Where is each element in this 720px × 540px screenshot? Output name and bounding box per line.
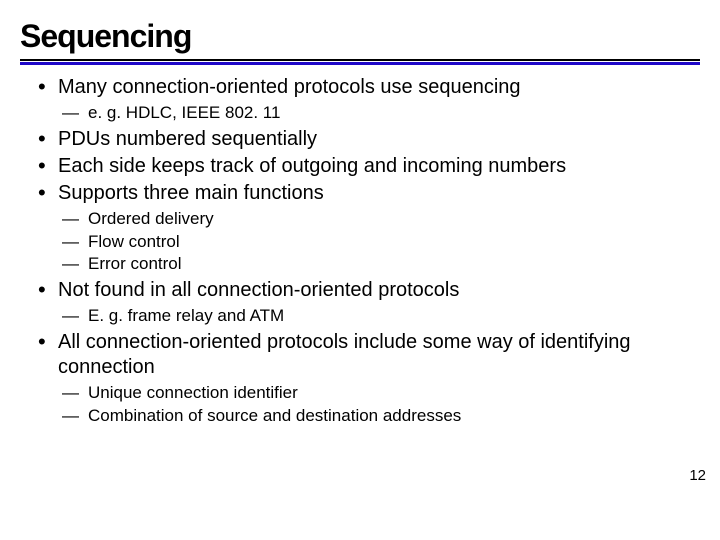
bullet-text: Each side keeps track of outgoing and in… [58, 155, 566, 177]
page-number: 12 [689, 467, 706, 484]
bullet-text: PDUs numbered sequentially [58, 128, 317, 150]
sub-item: Combination of source and destination ad… [88, 405, 700, 426]
list-item: Not found in all connection-oriented pro… [58, 278, 700, 326]
sub-item: Flow control [88, 231, 700, 252]
sub-item: e. g. HDLC, IEEE 802. 11 [88, 102, 700, 123]
list-item: PDUs numbered sequentially [58, 127, 700, 152]
sub-item: Ordered delivery [88, 208, 700, 229]
slide-title: Sequencing [20, 18, 700, 55]
sub-list: Ordered delivery Flow control Error cont… [58, 208, 700, 274]
bullet-list: Many connection-oriented protocols use s… [20, 75, 700, 426]
sub-item: E. g. frame relay and ATM [88, 305, 700, 326]
bullet-text: Not found in all connection-oriented pro… [58, 279, 459, 301]
bullet-text: Many connection-oriented protocols use s… [58, 76, 521, 98]
bullet-text: All connection-oriented protocols includ… [58, 331, 631, 378]
list-item: All connection-oriented protocols includ… [58, 330, 700, 426]
title-rule-black [20, 59, 700, 61]
bullet-text: Supports three main functions [58, 182, 324, 204]
list-item: Each side keeps track of outgoing and in… [58, 154, 700, 179]
sub-list: Unique connection identifier Combination… [58, 382, 700, 426]
sub-list: E. g. frame relay and ATM [58, 305, 700, 326]
sub-item: Error control [88, 253, 700, 274]
title-rule-accent [20, 62, 700, 65]
list-item: Supports three main functions Ordered de… [58, 181, 700, 274]
sub-list: e. g. HDLC, IEEE 802. 11 [58, 102, 700, 123]
sub-item: Unique connection identifier [88, 382, 700, 403]
list-item: Many connection-oriented protocols use s… [58, 75, 700, 123]
